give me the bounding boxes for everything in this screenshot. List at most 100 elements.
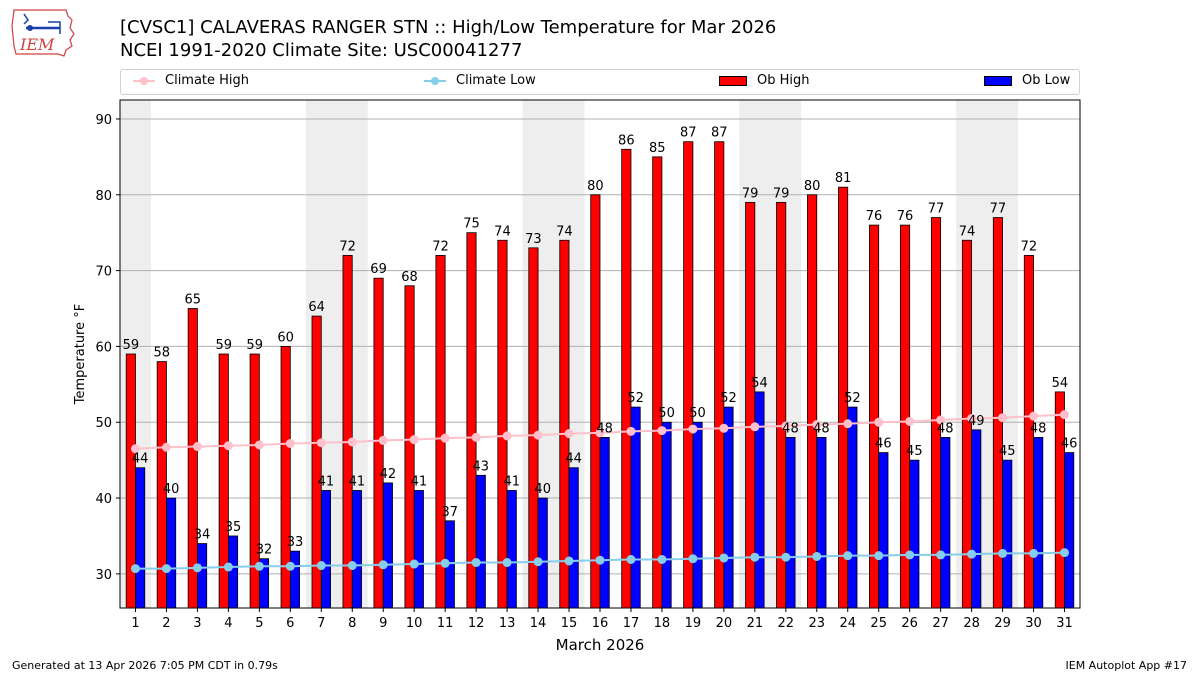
climate-high-point xyxy=(223,441,233,451)
ob-low-label: 40 xyxy=(163,482,180,497)
ob-high-label: 79 xyxy=(742,186,759,201)
x-tick-label: 2 xyxy=(162,616,170,631)
ob-low-label: 41 xyxy=(411,474,428,489)
ob-high-label: 72 xyxy=(339,239,356,254)
ob-high-bar xyxy=(280,346,291,609)
ob-high-bar xyxy=(930,217,942,609)
climate-high-point xyxy=(626,426,636,436)
climate-high-point xyxy=(440,433,450,443)
climate-low-point xyxy=(471,558,481,568)
ob-high-bar xyxy=(466,232,477,609)
climate-high-point xyxy=(409,435,419,445)
weekend-shade xyxy=(956,100,1019,608)
ob-high-label: 75 xyxy=(463,217,480,232)
ob-high-bar xyxy=(187,308,198,609)
ob-high-label: 65 xyxy=(185,293,202,308)
climate-low-point xyxy=(967,549,977,559)
ob-low-label: 32 xyxy=(256,543,273,558)
climate-low-point xyxy=(533,557,543,567)
ob-low-bar xyxy=(475,474,486,609)
ob-low-bar xyxy=(413,490,424,609)
ob-low-bar xyxy=(816,437,827,609)
climate-low-point xyxy=(812,551,822,561)
ob-high-label: 80 xyxy=(587,179,604,194)
ob-low-bar xyxy=(227,535,239,609)
legend-label: Ob High xyxy=(757,73,810,88)
ob-high-bar xyxy=(156,361,167,609)
x-tick-label: 18 xyxy=(654,616,671,631)
climate-low-point xyxy=(502,558,512,568)
climate-low-point xyxy=(564,556,574,566)
ob-low-label: 52 xyxy=(627,391,644,406)
ob-low-label: 41 xyxy=(318,474,335,489)
ob-low-bar xyxy=(444,520,455,609)
ob-low-label: 48 xyxy=(813,421,830,436)
x-tick-label: 30 xyxy=(1025,616,1042,631)
climate-low-point xyxy=(378,560,388,570)
ob-high-bar xyxy=(869,224,880,609)
ob-high-label: 74 xyxy=(556,224,573,239)
climate-low-point xyxy=(130,564,140,574)
x-tick-label: 7 xyxy=(317,616,325,631)
climate-high-point xyxy=(254,440,264,450)
climate-high-point xyxy=(192,442,202,452)
weekend-shade xyxy=(522,100,585,608)
ob-low-bar xyxy=(197,543,208,609)
climate-low-point xyxy=(440,558,450,568)
legend-item-ob-high: Ob High xyxy=(719,73,810,88)
ob-low-label: 52 xyxy=(720,391,737,406)
legend-label: Climate Low xyxy=(456,73,536,88)
x-tick-label: 8 xyxy=(348,616,356,631)
y-tick-label: 50 xyxy=(95,416,112,431)
ob-low-label: 40 xyxy=(534,482,551,497)
climate-high-point xyxy=(998,413,1008,423)
x-tick-label: 19 xyxy=(685,616,702,631)
x-tick-label: 21 xyxy=(747,616,764,631)
climate-low-point xyxy=(781,552,791,562)
ob-low-label: 45 xyxy=(906,444,923,459)
ob-low-bar xyxy=(166,497,177,609)
climate-low-point xyxy=(688,554,698,564)
climate-low-point xyxy=(161,564,171,574)
climate-low-swatch xyxy=(424,76,446,85)
ob-low-bar xyxy=(351,490,362,609)
ob-high-bar xyxy=(218,353,229,609)
ob-high-label: 59 xyxy=(123,338,140,353)
legend: Climate High Climate Low Ob High Ob Low xyxy=(120,69,1080,95)
climate-high-point xyxy=(595,428,605,438)
weekend-shade xyxy=(739,100,802,608)
climate-high-point xyxy=(905,416,915,426)
ob-high-bar xyxy=(992,217,1003,609)
ob-high-label: 86 xyxy=(618,133,635,148)
climate-high-point xyxy=(967,413,977,423)
climate-high-point xyxy=(688,424,698,434)
climate-high-point xyxy=(471,432,481,442)
ob-high-bar xyxy=(311,315,322,609)
ob-high-bar xyxy=(899,224,911,609)
ob-low-label: 49 xyxy=(968,414,985,429)
legend-label: Ob Low xyxy=(1022,73,1071,88)
ob-high-swatch xyxy=(719,75,747,86)
climate-high-point xyxy=(843,419,853,429)
climate-low-point xyxy=(192,563,202,573)
ob-high-label: 59 xyxy=(246,338,263,353)
y-axis-label: Temperature °F xyxy=(73,304,88,405)
x-tick-label: 9 xyxy=(379,616,387,631)
ob-high-label: 76 xyxy=(866,209,883,224)
ob-low-bar xyxy=(971,429,982,609)
ob-low-label: 35 xyxy=(225,520,242,535)
ob-low-bar xyxy=(537,497,548,609)
ob-low-label: 43 xyxy=(473,459,490,474)
ob-low-bar xyxy=(661,421,672,609)
x-tick-label: 1 xyxy=(131,616,139,631)
ob-high-label: 69 xyxy=(370,262,387,277)
x-axis-label: March 2026 xyxy=(556,636,645,654)
x-tick-label: 25 xyxy=(870,616,887,631)
ob-low-label: 50 xyxy=(658,406,675,421)
climate-high-point xyxy=(502,431,512,441)
climate-low-point xyxy=(409,559,419,569)
x-tick-label: 27 xyxy=(932,616,949,631)
ob-high-bar xyxy=(528,247,539,609)
ob-low-label: 50 xyxy=(689,406,706,421)
ob-low-bar xyxy=(258,558,270,609)
